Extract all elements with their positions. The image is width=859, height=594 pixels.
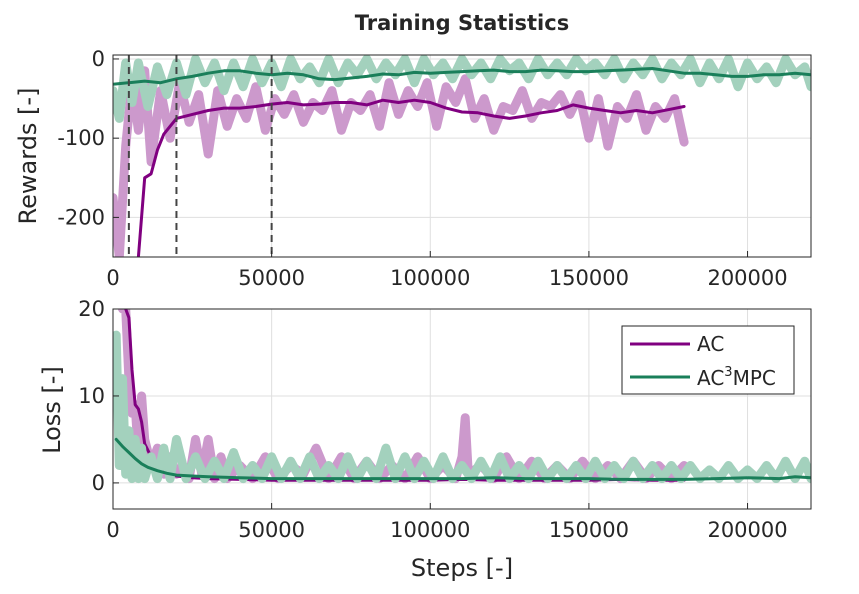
loss-axes-box xyxy=(112,308,812,510)
rewards-y-label: Rewards [-] xyxy=(14,88,42,225)
loss-y-tick-label: 10 xyxy=(78,384,105,408)
legend-label-ac3mpc-tail: MPC xyxy=(733,366,776,390)
loss-x-tick-label: 50000 xyxy=(238,518,305,542)
rewards-x-tick-label: 0 xyxy=(106,266,119,290)
rewards-panel: Rewards [-] 0 50000 100000 150000 200000 0 -10… xyxy=(14,47,812,290)
rewards-series-ac3mpc xyxy=(113,67,811,86)
loss-series-ac3mpc-raw xyxy=(113,330,811,484)
loss-panel: Loss [-] Steps [-] 0 50000 100000 150000 200… xyxy=(38,297,812,582)
legend: AC AC3MPC xyxy=(621,325,795,395)
rewards-x-tick-label: 150000 xyxy=(549,266,629,290)
rewards-x-tick-label: 200000 xyxy=(707,266,787,290)
legend-label-ac3mpc: AC3MPC xyxy=(697,365,776,390)
rewards-series-group xyxy=(113,55,811,257)
rewards-y-tick-label: 0 xyxy=(92,47,105,71)
legend-label-ac3mpc-sup: 3 xyxy=(724,365,732,380)
legend-label-ac: AC xyxy=(697,332,724,356)
rewards-series-ac xyxy=(136,98,686,257)
rewards-series-ac3mpc-raw xyxy=(113,55,811,123)
legend-label-ac3mpc-base: AC xyxy=(697,366,724,390)
legend-box xyxy=(621,325,795,395)
loss-series-ac3mpc xyxy=(114,437,811,481)
loss-y-tick-label: 0 xyxy=(92,471,105,495)
loss-x-tick-label: 0 xyxy=(106,518,119,542)
loss-y-label: Loss [-] xyxy=(38,366,66,454)
rewards-x-tick-label: 100000 xyxy=(390,266,470,290)
rewards-y-tick-label: -200 xyxy=(57,205,105,229)
loss-x-tick-label: 100000 xyxy=(390,518,470,542)
figure-title: Training Statistics xyxy=(355,11,569,35)
rewards-x-tick-label: 50000 xyxy=(238,266,305,290)
loss-x-label: Steps [-] xyxy=(411,554,513,582)
rewards-axes-box xyxy=(112,54,812,258)
rewards-y-tick-label: -100 xyxy=(57,126,105,150)
loss-x-tick-label: 150000 xyxy=(549,518,629,542)
loss-series-group xyxy=(113,309,811,484)
loss-x-tick-label: 200000 xyxy=(707,518,787,542)
loss-y-tick-label: 20 xyxy=(78,297,105,321)
